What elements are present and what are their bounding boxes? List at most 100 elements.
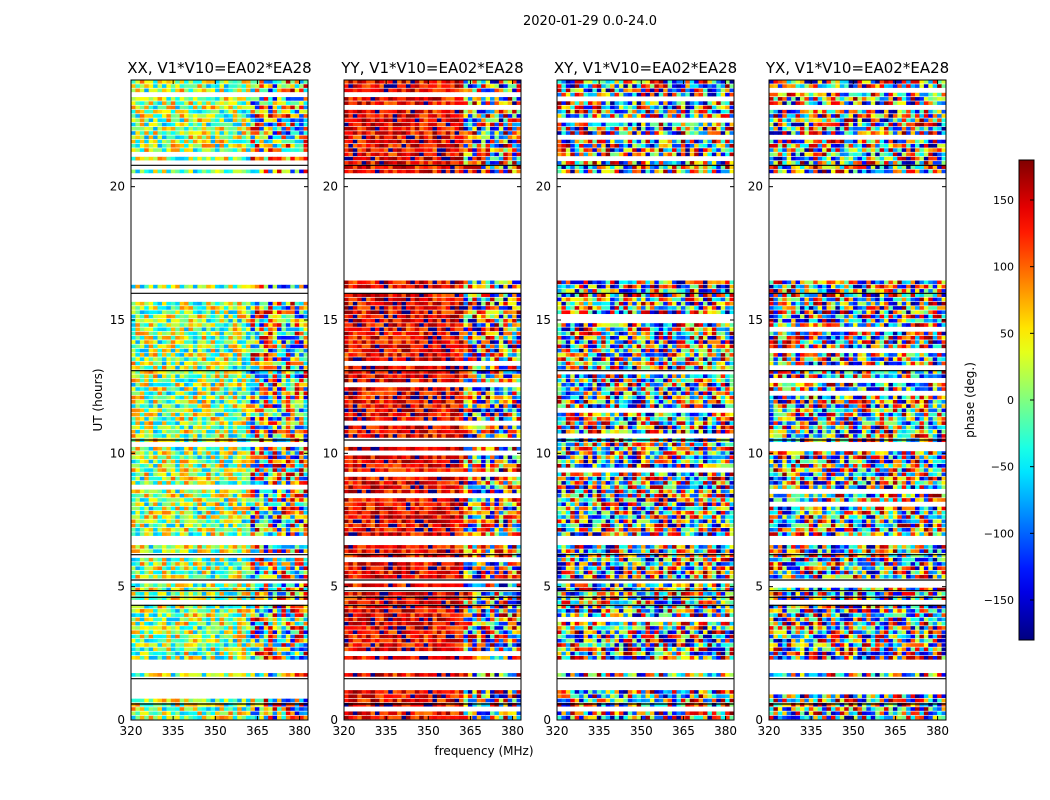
heatmap-cell [161, 374, 167, 379]
heatmap-cell [494, 109, 500, 114]
heatmap-cell [361, 101, 367, 105]
heatmap-cell [179, 310, 185, 315]
heatmap-cell [459, 118, 464, 123]
heatmap-cell [219, 331, 225, 336]
heatmap-cell [281, 139, 287, 144]
heatmap-cell [157, 148, 163, 152]
heatmap-cell [210, 604, 216, 609]
heatmap-cell [268, 596, 273, 600]
heatmap-cell [192, 353, 198, 357]
heatmap-cell [223, 613, 229, 617]
heatmap-cell [476, 135, 482, 140]
heatmap-cell [232, 357, 238, 361]
heatmap-cell [228, 519, 234, 524]
heatmap-cell [388, 101, 394, 105]
heatmap-cell [414, 139, 420, 144]
heatmap-cell [303, 382, 308, 387]
heatmap-cell [166, 549, 172, 553]
heatmap-cell [445, 284, 451, 289]
heatmap-cell [490, 80, 495, 84]
heatmap-cell [139, 451, 145, 455]
heatmap-cell [294, 651, 300, 656]
heatmap-cell [241, 545, 247, 549]
heatmap-cell [503, 88, 509, 93]
heatmap-cell [237, 306, 243, 310]
heatmap-cell [432, 88, 438, 93]
heatmap-cell [263, 412, 269, 417]
heatmap-cell [184, 702, 189, 707]
heatmap-cell [472, 280, 478, 285]
heatmap-cell [259, 528, 265, 532]
heatmap-cell [232, 613, 238, 617]
heatmap-cell [441, 122, 447, 127]
heatmap-cell [232, 715, 238, 720]
heatmap-cell [135, 515, 141, 519]
heatmap-cell [419, 122, 425, 127]
heatmap-cell [144, 464, 150, 468]
heatmap-cell [352, 84, 358, 88]
heatmap-cell [277, 647, 282, 652]
heatmap-cell [277, 301, 282, 306]
heatmap-cell [498, 84, 504, 88]
heatmap-cell [259, 306, 265, 310]
heatmap-cell [131, 310, 136, 315]
heatmap-cell [241, 528, 247, 532]
heatmap-cell [285, 656, 291, 660]
heatmap-cell [223, 344, 229, 349]
heatmap-cell [170, 97, 176, 101]
heatmap-cell [463, 97, 469, 101]
heatmap-cell [294, 502, 300, 507]
heatmap-cell [206, 156, 212, 161]
heatmap-cell [450, 165, 456, 169]
heatmap-cell [215, 446, 220, 451]
heatmap-cell [237, 314, 243, 319]
heatmap-cell [401, 126, 407, 131]
heatmap-cell [432, 152, 438, 157]
heatmap-cell [237, 323, 243, 327]
heatmap-cell [135, 651, 141, 656]
heatmap-cell [246, 144, 251, 148]
heatmap-cell [166, 592, 172, 596]
heatmap-cell [246, 493, 251, 498]
heatmap-cell [201, 425, 207, 430]
heatmap-cell [197, 502, 203, 507]
heatmap-cell [476, 139, 482, 144]
heatmap-cell [210, 549, 216, 553]
heatmap-cell [263, 391, 269, 396]
heatmap-cell [414, 135, 420, 140]
heatmap-cell [197, 374, 203, 379]
heatmap-cell [481, 144, 486, 148]
heatmap-cell [294, 528, 300, 532]
heatmap-cell [153, 361, 158, 366]
heatmap-cell [237, 617, 243, 622]
heatmap-cell [250, 574, 256, 579]
heatmap-cell [254, 502, 260, 507]
heatmap-cell [201, 122, 207, 127]
heatmap-cell [277, 306, 282, 310]
heatmap-cell [361, 156, 367, 161]
heatmap-cell [428, 156, 433, 161]
heatmap-cell [290, 519, 296, 524]
heatmap-cell [131, 340, 136, 344]
heatmap-cell [144, 126, 150, 131]
heatmap-cell [299, 634, 304, 639]
heatmap-cell [228, 361, 234, 366]
heatmap-cell [206, 122, 212, 127]
heatmap-cell [161, 314, 167, 319]
heatmap-cell [299, 621, 304, 626]
heatmap-cell [290, 489, 296, 494]
heatmap-cell [419, 88, 425, 93]
heatmap-cell [179, 545, 185, 549]
heatmap-cell [507, 280, 513, 285]
heatmap-cell [361, 161, 367, 165]
heatmap-cell [139, 502, 145, 507]
heatmap-cell [219, 587, 225, 592]
heatmap-cell [210, 481, 216, 485]
heatmap-cell [197, 156, 203, 161]
heatmap-cell [157, 306, 163, 310]
heatmap-cell [139, 515, 145, 519]
heatmap-cell [241, 417, 247, 421]
heatmap-cell [485, 114, 491, 118]
heatmap-cell [144, 323, 150, 327]
heatmap-cell [250, 306, 256, 310]
